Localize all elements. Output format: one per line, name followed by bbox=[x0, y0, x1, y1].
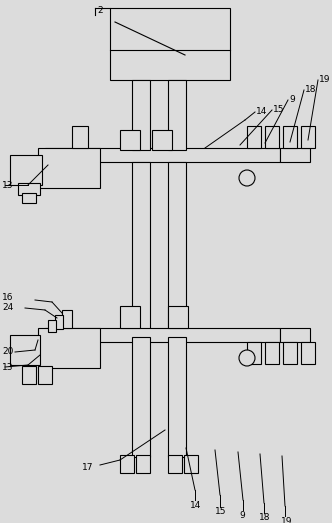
Bar bbox=[168, 162, 186, 337]
Bar bbox=[38, 366, 52, 384]
Bar bbox=[152, 130, 172, 150]
Text: 18: 18 bbox=[259, 514, 271, 522]
Text: 16: 16 bbox=[2, 293, 14, 302]
Bar bbox=[22, 193, 36, 203]
Bar bbox=[132, 80, 150, 150]
Text: 20: 20 bbox=[2, 347, 13, 357]
Text: 9: 9 bbox=[239, 510, 245, 519]
Bar bbox=[120, 130, 140, 150]
Bar bbox=[301, 126, 315, 148]
Bar bbox=[301, 342, 315, 364]
Text: 18: 18 bbox=[305, 85, 316, 95]
Bar bbox=[45, 148, 280, 162]
Bar bbox=[283, 342, 297, 364]
Bar bbox=[168, 337, 186, 457]
Bar bbox=[62, 310, 72, 328]
Bar bbox=[72, 126, 88, 148]
Text: 9: 9 bbox=[289, 96, 295, 105]
Bar bbox=[120, 455, 134, 473]
Text: 19: 19 bbox=[319, 75, 330, 85]
Bar bbox=[283, 126, 297, 148]
Bar bbox=[265, 342, 279, 364]
Circle shape bbox=[239, 170, 255, 186]
Bar bbox=[38, 328, 100, 368]
Text: 2: 2 bbox=[97, 6, 103, 15]
Bar bbox=[168, 455, 182, 473]
Bar bbox=[22, 366, 36, 384]
Bar bbox=[38, 148, 100, 188]
Text: 24: 24 bbox=[2, 303, 13, 313]
Bar bbox=[10, 155, 42, 185]
Bar bbox=[280, 148, 310, 162]
Bar bbox=[168, 80, 186, 150]
Bar bbox=[45, 328, 280, 342]
Bar bbox=[110, 8, 230, 80]
Bar bbox=[120, 306, 140, 328]
Text: 14: 14 bbox=[256, 108, 267, 117]
Text: 14: 14 bbox=[190, 501, 202, 509]
Bar bbox=[247, 126, 261, 148]
Bar bbox=[18, 183, 40, 195]
Bar bbox=[168, 306, 188, 328]
Text: 13: 13 bbox=[2, 362, 14, 371]
Bar bbox=[132, 162, 150, 337]
Text: 15: 15 bbox=[215, 507, 226, 517]
Bar bbox=[184, 455, 198, 473]
Text: 13: 13 bbox=[2, 180, 14, 189]
Bar bbox=[10, 335, 40, 365]
Circle shape bbox=[239, 350, 255, 366]
Bar bbox=[48, 320, 56, 332]
Text: 19: 19 bbox=[281, 517, 292, 523]
Text: 15: 15 bbox=[273, 106, 285, 115]
Text: 17: 17 bbox=[82, 463, 94, 472]
Bar bbox=[136, 455, 150, 473]
Bar bbox=[55, 315, 63, 329]
Bar bbox=[265, 126, 279, 148]
Bar bbox=[247, 342, 261, 364]
Bar bbox=[280, 328, 310, 342]
Bar bbox=[132, 337, 150, 457]
